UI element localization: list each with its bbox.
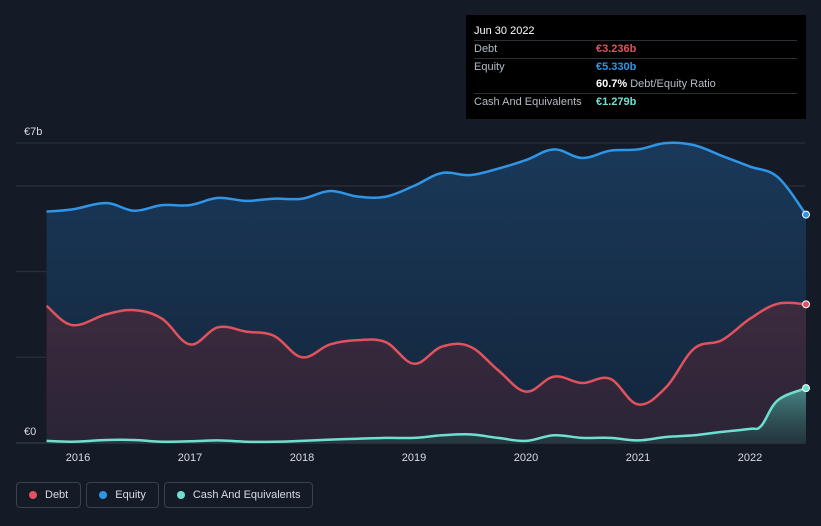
legend-item-equity[interactable]: Equity — [86, 482, 159, 508]
cash-line — [46, 387, 807, 444]
legend-item-cash[interactable]: Cash And Equivalents — [163, 482, 314, 508]
legend-debt-label: Debt — [45, 489, 69, 501]
tooltip-cash-label: Cash And Equivalents — [474, 96, 582, 108]
x-tick-label: 2019 — [402, 452, 426, 464]
legend-item-debt[interactable]: Debt — [16, 482, 82, 508]
tooltip-ratio-value: 60.7% — [596, 78, 628, 90]
x-tick-label: 2021 — [626, 452, 650, 464]
equity-end-marker — [802, 210, 810, 219]
chart-legend: Debt Equity Cash And Equivalents — [16, 482, 314, 510]
tooltip-equity-value: €5.330b — [596, 61, 637, 73]
tooltip-row-ratio: 60.7% Debt/Equity Ratio — [474, 76, 797, 93]
tooltip-debt-label: Debt — [474, 43, 498, 55]
y-tick-label: €7b — [24, 126, 42, 138]
x-tick-label: 2020 — [514, 452, 538, 464]
debt-area — [46, 302, 807, 443]
debt-end-marker — [802, 300, 810, 309]
x-tick-label: 2016 — [66, 452, 90, 464]
tooltip-row-cash: Cash And Equivalents €1.279b — [474, 93, 797, 111]
x-tick-label: 2018 — [290, 452, 314, 464]
tooltip-row-debt: Debt €3.236b — [474, 40, 797, 58]
tooltip-panel: Jun 30 2022 Debt €3.236b Equity €5.330b … — [466, 15, 806, 119]
cash-end-marker — [802, 384, 810, 393]
cash-area — [46, 388, 807, 443]
series-areas — [46, 142, 807, 444]
equity-dot-icon — [99, 491, 108, 499]
debt-dot-icon — [29, 491, 37, 499]
tooltip-ratio-label: Debt/Equity Ratio — [630, 78, 716, 90]
cash-dot-icon — [176, 491, 185, 499]
x-tick-label: 2017 — [178, 452, 202, 464]
x-tick-label: 2022 — [738, 452, 762, 464]
tooltip-date: Jun 30 2022 — [474, 25, 535, 37]
tooltip-equity-label: Equity — [474, 61, 505, 73]
equity-line — [46, 141, 808, 216]
debt-line — [45, 301, 807, 406]
legend-cash-label: Cash And Equivalents — [192, 489, 301, 501]
tooltip-cash-value: €1.279b — [596, 96, 637, 108]
y-tick-label: €0 — [24, 426, 36, 438]
tooltip-debt-value: €3.236b — [596, 43, 637, 55]
legend-equity-label: Equity — [115, 489, 146, 501]
series-end-markers — [802, 210, 810, 393]
axis-labels: €7b €0 2016 2017 2018 2019 2020 2021 2022 — [24, 126, 762, 464]
tooltip-row-equity: Equity €5.330b — [474, 58, 797, 76]
series-lines — [45, 141, 808, 444]
